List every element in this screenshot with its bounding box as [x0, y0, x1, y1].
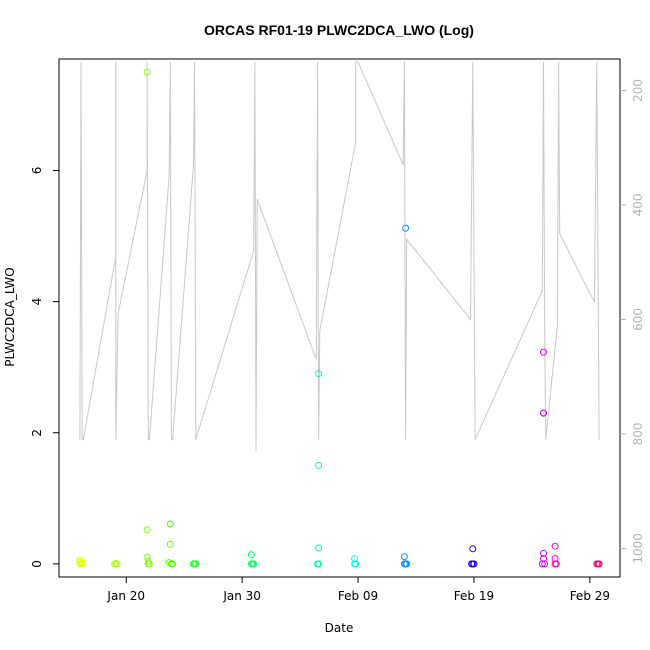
data-point: [595, 560, 603, 568]
data-point: [166, 540, 174, 548]
data-point: [540, 409, 547, 417]
data-point: [469, 545, 477, 553]
data-point: [315, 544, 323, 552]
data-point: [540, 555, 547, 563]
x-tick-label: Feb 09: [338, 589, 378, 603]
data-point: [400, 553, 408, 561]
y-axis-label: PLWC2DCA_LWO: [3, 267, 17, 366]
y2-tick-label: 200: [631, 79, 645, 102]
y-tick-label: 4: [30, 298, 44, 306]
data-point: [113, 560, 121, 568]
data-point: [552, 560, 560, 568]
data-point: [402, 224, 410, 232]
y2-tick-label: 400: [631, 194, 645, 217]
x-tick-label: Jan 20: [106, 589, 145, 603]
data-point: [315, 560, 323, 568]
data-point: [541, 560, 549, 568]
data-point: [192, 560, 200, 568]
data-point: [143, 553, 151, 561]
x-tick-label: Feb 29: [570, 589, 610, 603]
data-point: [403, 560, 411, 568]
altitude-track-line: [79, 61, 600, 452]
data-point: [111, 560, 119, 568]
y-tick-label: 0: [30, 560, 44, 568]
y2-tick-label: 600: [631, 308, 645, 331]
data-point: [143, 68, 151, 76]
data-point: [247, 551, 255, 559]
x-axis-label: Date: [325, 621, 354, 635]
data-point: [315, 370, 323, 378]
plot-frame: [58, 58, 621, 578]
data-point: [351, 555, 359, 563]
data-point: [112, 559, 120, 567]
data-point: [315, 462, 323, 469]
data-point: [551, 555, 559, 563]
y2-tick-label: 1000: [631, 533, 645, 564]
data-point: [166, 520, 174, 528]
data-point: [78, 559, 86, 567]
x-tick-label: Jan 30: [222, 589, 261, 603]
data-point: [145, 560, 153, 568]
x-tick-label: Feb 19: [454, 589, 494, 603]
plot-area: Jan 20 Jan 30 Feb 09 Feb 19 Feb 29 0 2 4 6 200 400…: [30, 58, 645, 603]
data-point: [470, 560, 478, 568]
data-point: [143, 526, 151, 534]
chart-title: ORCAS RF01-19 PLWC2DCA_LWO (Log): [204, 22, 474, 38]
data-point: [352, 560, 360, 568]
data-point: [538, 560, 546, 568]
data-point: [250, 560, 258, 568]
data-point: [169, 560, 177, 568]
data-point: [540, 549, 547, 557]
data-point: [551, 542, 559, 550]
y-tick-label: 2: [30, 429, 44, 437]
data-point: [540, 348, 547, 356]
y2-tick-label: 800: [631, 422, 645, 445]
y-tick-label: 6: [30, 167, 44, 175]
